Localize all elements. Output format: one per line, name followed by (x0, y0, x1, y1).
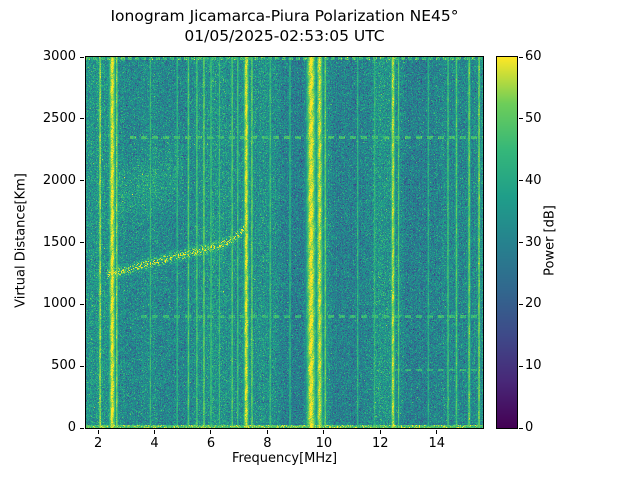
colorbar-tick-mark (519, 118, 523, 120)
x-tick-mark (436, 430, 438, 434)
y-tick-label: 2500 (42, 110, 76, 126)
chart-title: Ionogram Jicamarca-Piura Polarization NE… (86, 6, 483, 46)
x-tick-label: 10 (315, 436, 333, 451)
colorbar-tick-label: 30 (525, 234, 542, 250)
colorbar-tick-mark (519, 242, 523, 243)
colorbar-tick-mark (519, 56, 523, 58)
x-axis-label: Frequency[MHz] (231, 451, 338, 466)
y-tick-mark (80, 56, 84, 58)
x-tick-mark (266, 430, 268, 434)
y-tick-label: 0 (67, 420, 76, 435)
colorbar-tick-label: 10 (525, 358, 542, 374)
colorbar-tick-label: 20 (525, 296, 542, 312)
colorbar-tick-mark (519, 180, 523, 182)
y-axis-label: Virtual Distance[Km] (13, 173, 29, 308)
colorbar-tick-label: 40 (525, 172, 542, 188)
ionogram-heatmap (86, 57, 483, 428)
x-tick-mark (97, 430, 99, 434)
chart-title-line1: Ionogram Jicamarca-Piura Polarization NE… (110, 7, 459, 25)
y-tick-mark (80, 427, 84, 429)
x-tick-label: 2 (93, 436, 103, 451)
colorbar (497, 57, 517, 428)
y-tick-label: 1500 (42, 234, 76, 250)
y-tick-label: 1000 (42, 296, 76, 312)
x-tick-label: 4 (150, 436, 159, 451)
x-tick-mark (379, 430, 381, 434)
x-tick-label: 8 (263, 436, 272, 451)
colorbar-tick-label: 0 (525, 420, 534, 435)
x-tick-label: 12 (372, 436, 389, 451)
y-tick-label: 500 (51, 358, 76, 374)
chart-title-line2: 01/05/2025-02:53:05 UTC (184, 27, 385, 45)
colorbar-tick-mark (519, 303, 523, 305)
colorbar-tick-mark (519, 365, 523, 367)
y-tick-mark (80, 365, 84, 367)
y-tick-mark (80, 118, 84, 120)
y-tick-mark (80, 242, 84, 243)
x-tick-label: 14 (428, 436, 445, 451)
y-tick-mark (80, 303, 84, 305)
x-tick-mark (154, 430, 156, 434)
colorbar-tick-label: 50 (525, 110, 542, 126)
y-tick-mark (80, 180, 84, 182)
colorbar-tick-mark (519, 427, 523, 429)
y-tick-label: 2000 (42, 172, 76, 188)
colorbar-tick-label: 60 (525, 49, 542, 64)
x-tick-label: 6 (206, 436, 216, 451)
x-tick-mark (210, 430, 212, 434)
x-tick-mark (323, 430, 325, 434)
y-tick-label: 3000 (42, 49, 76, 64)
